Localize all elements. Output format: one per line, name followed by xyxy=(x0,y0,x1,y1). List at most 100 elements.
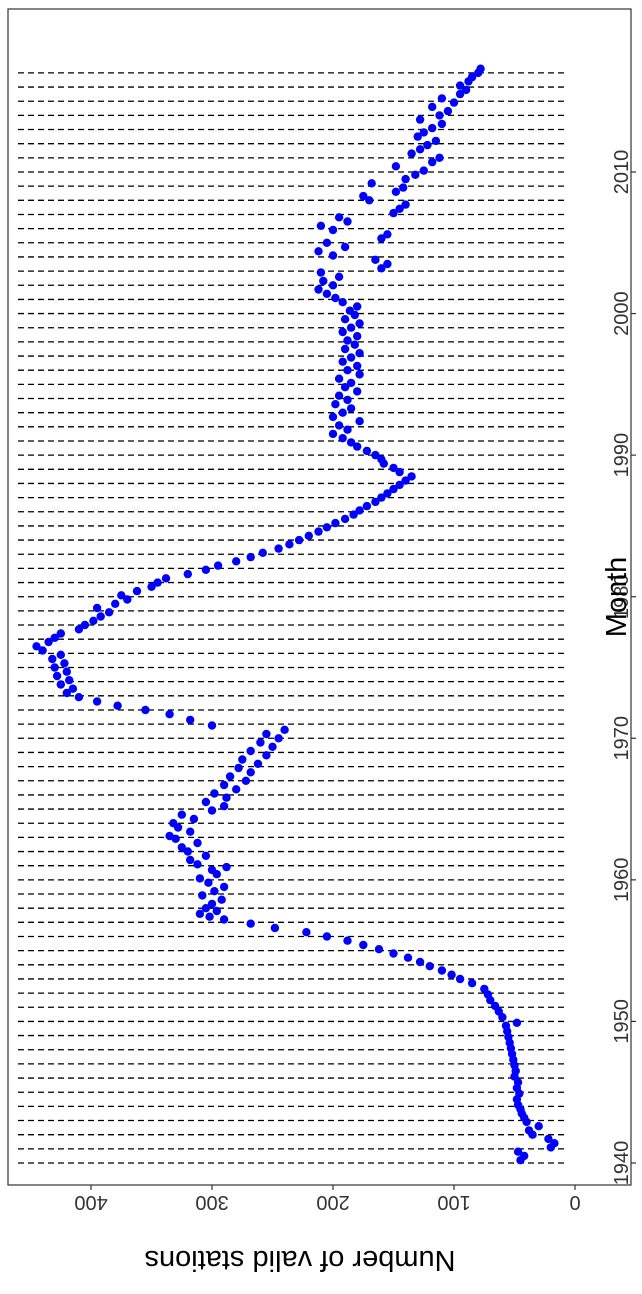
data-point xyxy=(322,289,332,298)
data-point xyxy=(350,340,359,349)
data-point xyxy=(246,919,255,928)
data-point xyxy=(253,759,263,768)
data-point xyxy=(322,238,332,247)
data-point xyxy=(512,1018,522,1027)
data-point xyxy=(338,357,347,366)
y-axis-title: Number of valid stations xyxy=(144,1244,455,1276)
data-point xyxy=(193,860,202,869)
data-point xyxy=(331,518,340,528)
data-point xyxy=(355,370,364,379)
data-point xyxy=(340,315,350,324)
data-point xyxy=(346,378,356,388)
data-point xyxy=(428,123,437,133)
data-point xyxy=(189,814,199,824)
data-point xyxy=(205,912,214,921)
data-point xyxy=(314,285,323,294)
data-point xyxy=(461,85,471,95)
data-point xyxy=(389,484,398,494)
data-point xyxy=(74,693,84,702)
y-tick-label: 0 xyxy=(569,1191,580,1213)
data-point xyxy=(322,523,332,532)
data-point xyxy=(210,887,219,896)
data-point xyxy=(285,540,294,549)
data-point xyxy=(232,785,241,794)
x-tick-label: 1960 xyxy=(611,858,633,903)
data-point xyxy=(340,344,350,354)
data-point xyxy=(343,336,352,345)
data-point xyxy=(343,395,352,405)
data-point xyxy=(316,268,326,277)
data-point xyxy=(415,957,425,967)
data-point xyxy=(198,891,207,900)
data-point xyxy=(314,247,323,256)
data-point xyxy=(38,646,47,655)
data-point xyxy=(322,932,332,941)
data-point xyxy=(334,213,344,222)
data-point xyxy=(201,565,211,574)
data-point xyxy=(44,637,53,647)
data-point xyxy=(294,535,304,545)
data-point xyxy=(383,259,392,269)
data-point xyxy=(270,923,280,933)
data-point xyxy=(195,874,205,883)
data-point xyxy=(96,612,105,621)
data-point xyxy=(183,847,192,856)
data-point xyxy=(371,255,380,264)
data-point xyxy=(391,187,401,196)
data-point xyxy=(371,450,380,460)
x-axis-title: Month xyxy=(601,557,633,638)
data-point xyxy=(207,721,217,730)
data-point xyxy=(328,412,338,422)
data-point xyxy=(165,831,174,841)
data-point xyxy=(219,915,229,924)
data-point xyxy=(480,984,489,994)
x-tick-label: 2010 xyxy=(611,150,633,195)
data-point xyxy=(544,1134,553,1144)
data-point xyxy=(222,793,231,802)
data-point xyxy=(401,476,410,485)
data-point xyxy=(331,400,340,409)
data-point xyxy=(346,404,356,413)
data-point xyxy=(328,281,338,290)
data-point xyxy=(419,166,428,175)
data-point xyxy=(204,878,213,887)
data-point xyxy=(365,196,374,205)
data-point xyxy=(415,115,425,124)
vertical-reference-lines xyxy=(18,72,566,1164)
data-point xyxy=(383,230,392,239)
data-point xyxy=(383,489,392,498)
data-point xyxy=(437,119,447,129)
data-point xyxy=(362,446,372,456)
data-point xyxy=(338,298,347,307)
data-point xyxy=(334,391,344,400)
data-point xyxy=(68,684,78,693)
data-point xyxy=(56,650,65,659)
data-point xyxy=(161,574,171,583)
data-point xyxy=(455,974,465,984)
data-point xyxy=(435,153,444,162)
data-point xyxy=(467,72,477,82)
data-point xyxy=(195,909,205,918)
data-point xyxy=(435,111,444,120)
data-point xyxy=(437,94,447,103)
data-point xyxy=(399,183,408,192)
data-point xyxy=(314,527,323,536)
data-point xyxy=(346,353,356,362)
data-point xyxy=(340,383,350,392)
data-point xyxy=(262,729,271,739)
data-point xyxy=(377,455,386,464)
data-point xyxy=(207,865,217,875)
data-point xyxy=(374,945,384,954)
data-point xyxy=(62,667,71,676)
data-point xyxy=(186,855,195,865)
data-point xyxy=(52,671,62,681)
data-point xyxy=(225,772,235,781)
data-point xyxy=(328,225,338,235)
x-tick-label: 1950 xyxy=(611,999,633,1044)
data-point xyxy=(201,851,211,860)
data-point xyxy=(355,319,364,328)
data-point xyxy=(147,582,156,591)
data-point xyxy=(169,819,178,828)
data-point xyxy=(534,1122,543,1131)
data-point xyxy=(117,591,126,600)
